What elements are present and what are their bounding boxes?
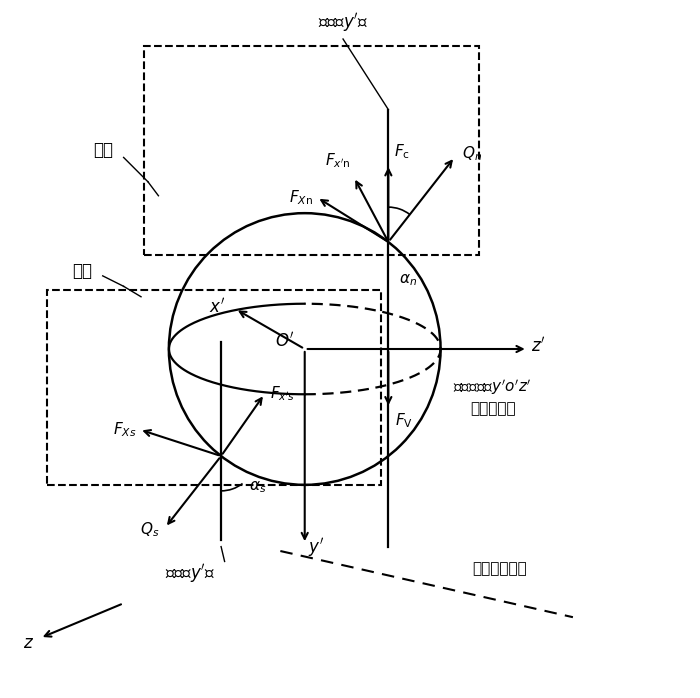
Text: $F_{\rm c}$: $F_{\rm c}$ <box>394 142 410 161</box>
Text: 丝杆旋转曲线: 丝杆旋转曲线 <box>473 561 527 576</box>
Text: $\alpha_n$: $\alpha_n$ <box>399 272 417 288</box>
Text: $\alpha_s$: $\alpha_s$ <box>249 480 266 496</box>
Text: $y'$: $y'$ <box>308 536 324 559</box>
Text: $F_{Xs}$: $F_{Xs}$ <box>113 420 136 439</box>
Text: 上的投影圆: 上的投影圆 <box>470 401 516 416</box>
Text: 丝杆: 丝杆 <box>72 262 92 280</box>
Bar <box>144 46 479 255</box>
Text: 平行于$y'$轴: 平行于$y'$轴 <box>318 11 368 34</box>
Text: $O'$: $O'$ <box>275 331 294 350</box>
Text: $z$: $z$ <box>22 634 34 652</box>
Text: $Q_n$: $Q_n$ <box>462 144 482 163</box>
Text: $F_{\rm V}$: $F_{\rm V}$ <box>395 412 413 431</box>
Text: 螺母: 螺母 <box>92 142 113 159</box>
Text: $F_{X{\rm n}}$: $F_{X{\rm n}}$ <box>290 188 314 207</box>
Text: $F_{x's}$: $F_{x's}$ <box>270 385 295 403</box>
Text: 平行于$y'$轴: 平行于$y'$轴 <box>164 562 215 585</box>
Text: $F_{x'{\rm n}}$: $F_{x'{\rm n}}$ <box>325 151 351 170</box>
Text: $z'$: $z'$ <box>531 336 546 355</box>
Text: $x'$: $x'$ <box>209 298 225 317</box>
Text: 滚珠在平面$y'o'z'$: 滚珠在平面$y'o'z'$ <box>454 378 532 397</box>
Bar <box>47 290 382 485</box>
Text: $Q_s$: $Q_s$ <box>140 521 160 540</box>
